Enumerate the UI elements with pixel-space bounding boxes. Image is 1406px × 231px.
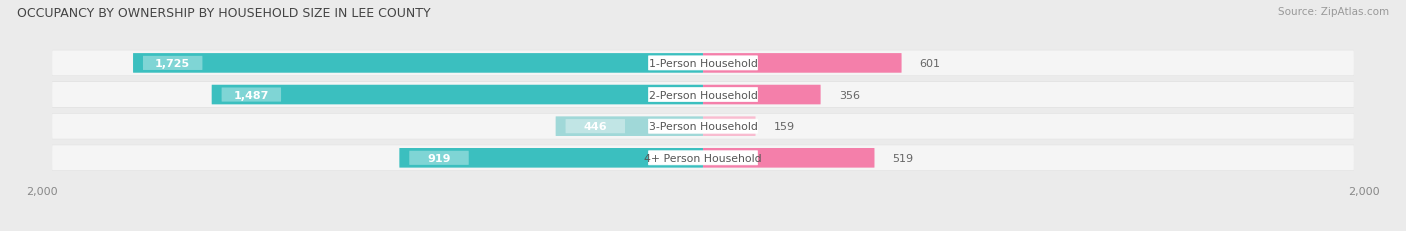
FancyBboxPatch shape	[648, 88, 758, 102]
FancyBboxPatch shape	[648, 151, 758, 165]
FancyBboxPatch shape	[52, 146, 1354, 171]
Text: 4+ Person Household: 4+ Person Household	[644, 153, 762, 163]
FancyBboxPatch shape	[52, 82, 1354, 108]
FancyBboxPatch shape	[143, 57, 202, 71]
Text: 3-Person Household: 3-Person Household	[648, 122, 758, 132]
FancyBboxPatch shape	[52, 51, 1354, 76]
FancyBboxPatch shape	[703, 85, 821, 105]
Text: 601: 601	[920, 59, 941, 69]
FancyBboxPatch shape	[648, 57, 758, 71]
FancyBboxPatch shape	[565, 120, 626, 134]
FancyBboxPatch shape	[222, 88, 281, 102]
Text: 1-Person Household: 1-Person Household	[648, 59, 758, 69]
FancyBboxPatch shape	[52, 82, 1354, 108]
FancyBboxPatch shape	[703, 117, 755, 136]
FancyBboxPatch shape	[52, 145, 1354, 171]
Text: Source: ZipAtlas.com: Source: ZipAtlas.com	[1278, 7, 1389, 17]
FancyBboxPatch shape	[134, 54, 703, 73]
FancyBboxPatch shape	[52, 114, 1354, 140]
FancyBboxPatch shape	[555, 117, 703, 136]
Text: 356: 356	[839, 90, 860, 100]
Text: 1,487: 1,487	[233, 90, 269, 100]
Text: 159: 159	[773, 122, 794, 132]
Text: 519: 519	[893, 153, 914, 163]
Text: 446: 446	[583, 122, 607, 132]
FancyBboxPatch shape	[703, 148, 875, 168]
FancyBboxPatch shape	[409, 151, 468, 165]
Text: 2-Person Household: 2-Person Household	[648, 90, 758, 100]
FancyBboxPatch shape	[52, 51, 1354, 76]
Text: 1,725: 1,725	[155, 59, 190, 69]
FancyBboxPatch shape	[703, 54, 901, 73]
Text: 919: 919	[427, 153, 451, 163]
FancyBboxPatch shape	[212, 85, 703, 105]
FancyBboxPatch shape	[52, 114, 1354, 139]
Text: OCCUPANCY BY OWNERSHIP BY HOUSEHOLD SIZE IN LEE COUNTY: OCCUPANCY BY OWNERSHIP BY HOUSEHOLD SIZE…	[17, 7, 430, 20]
FancyBboxPatch shape	[399, 148, 703, 168]
FancyBboxPatch shape	[648, 120, 758, 134]
